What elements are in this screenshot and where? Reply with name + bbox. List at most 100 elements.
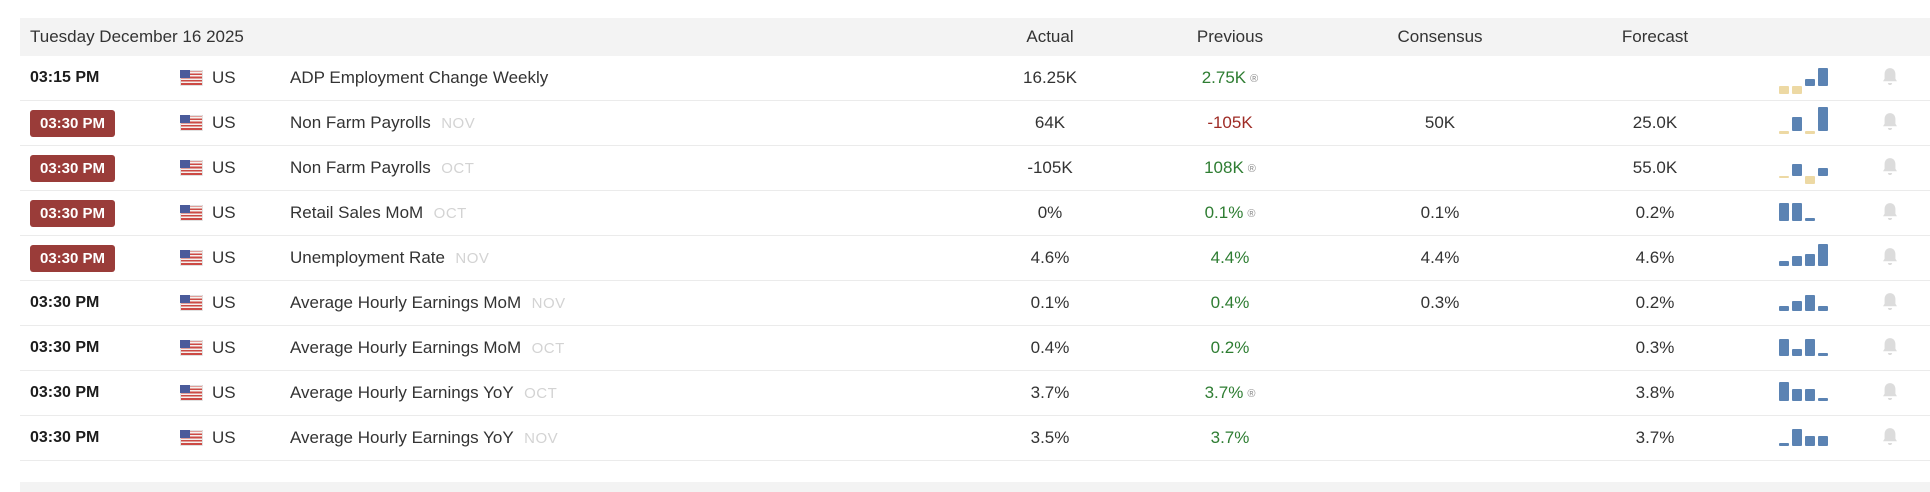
event-time: 03:30 PM [30, 199, 116, 227]
revised-icon: ® [1247, 208, 1256, 220]
country-cell: US [180, 203, 290, 223]
event-row[interactable]: 03:30 PM US Retail Sales MoM OCT 0% 0.1%… [20, 191, 1930, 236]
event-row[interactable]: 03:30 PM US Average Hourly Earnings YoY … [20, 371, 1930, 416]
event-name-link[interactable]: Average Hourly Earnings MoM [290, 293, 522, 312]
mini-chart-bar [1818, 107, 1828, 131]
event-row[interactable]: 03:30 PM US Average Hourly Earnings MoM … [20, 326, 1930, 371]
alert-bell-button[interactable] [1850, 156, 1930, 180]
mini-chart-bar [1818, 244, 1828, 266]
actual-cell: 4.6% [970, 248, 1130, 268]
revised-icon: ® [1247, 163, 1256, 175]
mini-chart-bar [1805, 79, 1815, 86]
previous-value: 108K [1204, 158, 1244, 177]
event-name-link[interactable]: Average Hourly Earnings YoY [290, 428, 514, 447]
us-flag-icon [180, 250, 203, 266]
forecast-value: 55.0K [1632, 158, 1678, 177]
previous-cell: 3.7%® [1130, 428, 1330, 448]
country-label: US [212, 338, 236, 357]
alert-bell-button[interactable] [1850, 246, 1930, 270]
mini-chart-bar [1779, 306, 1789, 311]
actual-cell: 0% [970, 203, 1130, 223]
previous-value: 2.75K [1201, 68, 1247, 87]
revised-icon: ® [1247, 388, 1256, 400]
country-cell: US [180, 158, 290, 178]
event-name-link[interactable]: Unemployment Rate [290, 248, 445, 267]
revised-icon: ® [1250, 73, 1259, 85]
mini-chart-bar [1792, 256, 1802, 266]
bell-icon [1883, 338, 1897, 356]
bell-icon [1883, 428, 1897, 446]
reference-month-tag: NOV [524, 430, 559, 447]
mini-chart-bar [1818, 435, 1828, 446]
actual-value: 16.25K [1023, 68, 1077, 87]
event-cell: Average Hourly Earnings MoM OCT [290, 338, 970, 358]
mini-chart-bar [1792, 428, 1802, 446]
mini-chart[interactable] [1779, 61, 1831, 95]
time-cell: 03:30 PM [20, 339, 180, 357]
actual-cell: 0.4% [970, 338, 1130, 358]
event-row[interactable]: 03:30 PM US Average Hourly Earnings MoM … [20, 281, 1930, 326]
consensus-cell: 4.4% [1330, 248, 1550, 268]
consensus-cell: 0.3% [1330, 293, 1550, 313]
event-name-link[interactable]: Average Hourly Earnings YoY [290, 383, 514, 402]
mini-chart-bar [1805, 295, 1815, 311]
mini-chart[interactable] [1779, 376, 1831, 410]
event-row[interactable]: 03:30 PM US Average Hourly Earnings YoY … [20, 416, 1930, 461]
alert-bell-button[interactable] [1850, 336, 1930, 360]
event-row[interactable]: 03:15 PM US ADP Employment Change Weekly… [20, 56, 1930, 101]
mini-chart-bar [1818, 306, 1828, 311]
event-name-link[interactable]: Non Farm Payrolls [290, 158, 431, 177]
mini-chart-bar [1805, 131, 1815, 135]
country-label: US [212, 158, 236, 177]
bell-icon [1883, 383, 1897, 401]
actual-value: 0% [1037, 203, 1063, 222]
event-name-link[interactable]: Average Hourly Earnings MoM [290, 338, 522, 357]
economic-calendar-table: Tuesday December 16 2025 Actual Previous… [20, 18, 1930, 461]
event-name-link[interactable]: Retail Sales MoM [290, 203, 424, 222]
alert-bell-button[interactable] [1850, 426, 1930, 450]
actual-cell: -105K [970, 158, 1130, 178]
event-row[interactable]: 03:30 PM US Unemployment Rate NOV 4.6% 4… [20, 236, 1930, 281]
event-cell: ADP Employment Change Weekly [290, 68, 970, 88]
actual-value: -105K [1027, 158, 1073, 177]
consensus-value: 50K [1424, 113, 1456, 132]
mini-chart[interactable] [1779, 106, 1831, 140]
previous-cell: 0.2%® [1130, 338, 1330, 358]
bell-icon [1883, 203, 1897, 221]
column-header-forecast: Forecast [1621, 27, 1689, 46]
previous-value: 0.1% [1204, 203, 1244, 222]
forecast-cell: 4.6% [1550, 248, 1760, 268]
next-day-header-strip [20, 482, 1930, 492]
forecast-value: 0.2% [1635, 293, 1675, 312]
reference-month-tag: OCT [531, 340, 565, 357]
forecast-cell: 0.2% [1550, 203, 1760, 223]
alert-bell-button[interactable] [1850, 66, 1930, 90]
alert-bell-button[interactable] [1850, 291, 1930, 315]
alert-bell-button[interactable] [1850, 111, 1930, 135]
alert-bell-button[interactable] [1850, 381, 1930, 405]
chart-cell [1760, 421, 1850, 455]
event-name-link[interactable]: ADP Employment Change Weekly [290, 68, 549, 87]
chart-cell [1760, 376, 1850, 410]
mini-chart[interactable] [1779, 151, 1831, 185]
mini-chart-bar [1779, 338, 1789, 356]
consensus-cell: 50K [1330, 113, 1550, 133]
consensus-value: 4.4% [1420, 248, 1460, 267]
us-flag-icon [180, 205, 203, 221]
mini-chart[interactable] [1779, 331, 1831, 365]
event-time: 03:30 PM [30, 384, 100, 401]
alert-bell-button[interactable] [1850, 201, 1930, 225]
chart-cell [1760, 286, 1850, 320]
consensus-cell: 0.1% [1330, 203, 1550, 223]
event-row[interactable]: 03:30 PM US Non Farm Payrolls OCT -105K … [20, 146, 1930, 191]
event-row[interactable]: 03:30 PM US Non Farm Payrolls NOV 64K -1… [20, 101, 1930, 146]
chart-cell [1760, 61, 1850, 95]
mini-chart[interactable] [1779, 241, 1831, 275]
event-name-link[interactable]: Non Farm Payrolls [290, 113, 431, 132]
mini-chart[interactable] [1779, 196, 1831, 230]
mini-chart[interactable] [1779, 421, 1831, 455]
time-cell: 03:30 PM [20, 154, 180, 182]
mini-chart-bar [1805, 217, 1815, 221]
forecast-value: 3.7% [1635, 428, 1675, 447]
mini-chart[interactable] [1779, 286, 1831, 320]
